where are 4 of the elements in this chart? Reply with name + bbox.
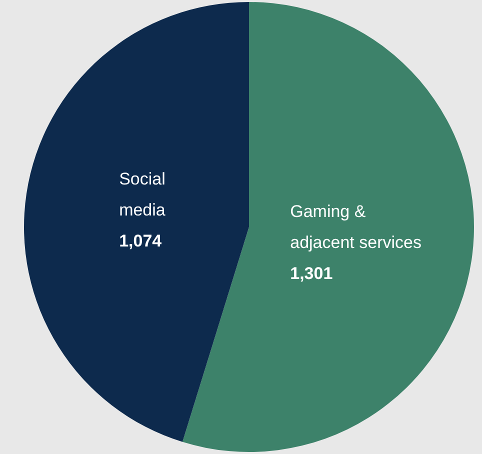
data-label: 1,301 (290, 264, 333, 283)
data-label: 1,074 (119, 232, 162, 251)
slice-label: Social media (119, 170, 166, 220)
slice-label: Gaming & adjacent services (290, 202, 422, 252)
